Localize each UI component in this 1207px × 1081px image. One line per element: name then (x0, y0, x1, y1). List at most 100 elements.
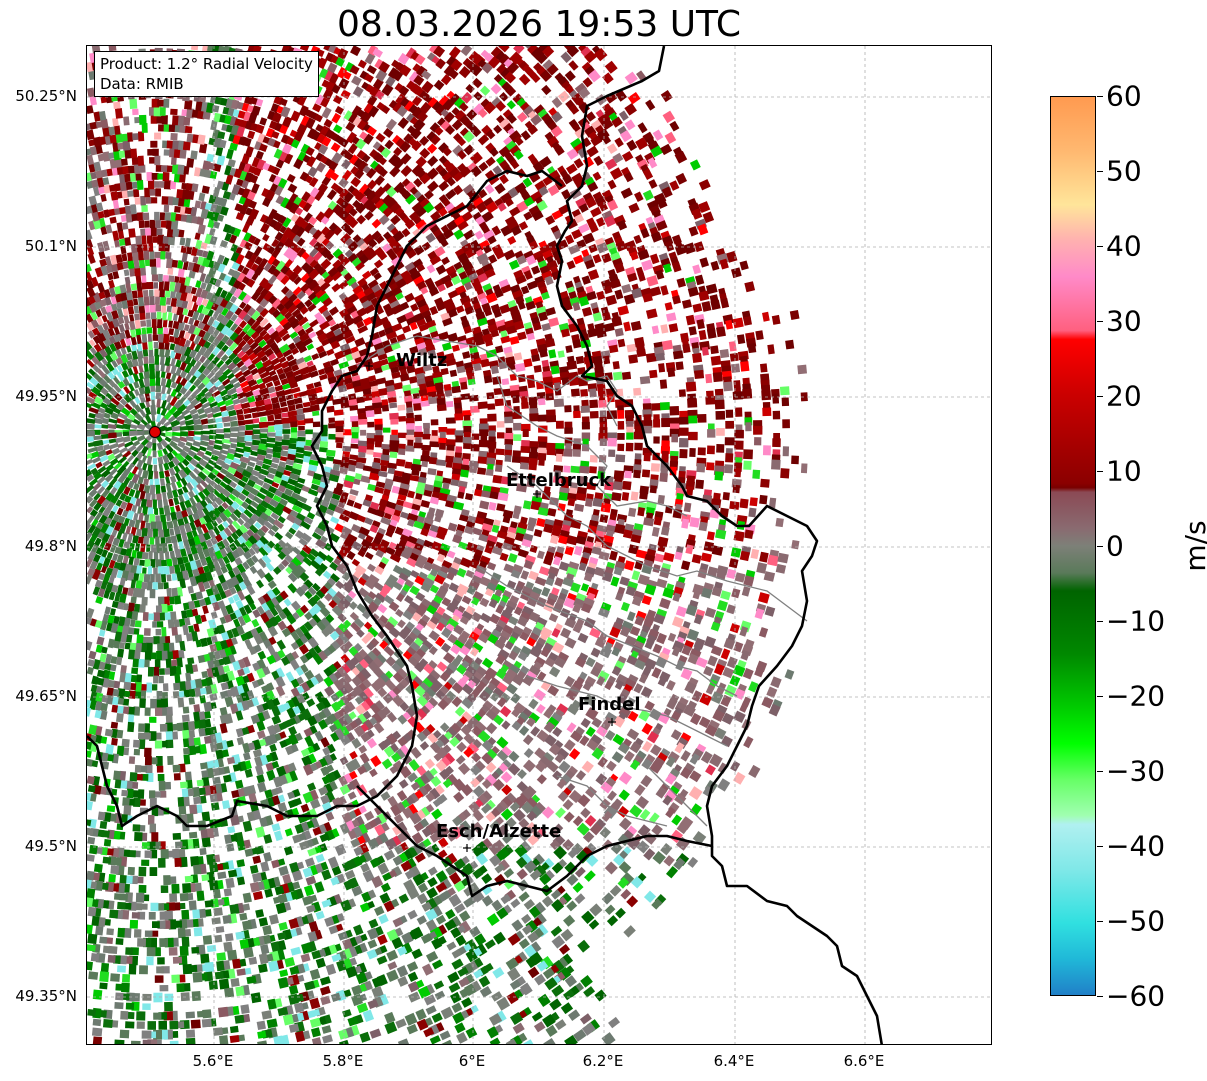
radar-cell (169, 506, 176, 514)
radar-cell (128, 519, 136, 528)
radar-cell (106, 453, 116, 462)
radar-cell (124, 329, 131, 339)
radar-cell (93, 492, 101, 501)
radar-cell (100, 306, 108, 316)
radar-cell (264, 347, 274, 358)
radar-cell (177, 461, 186, 471)
radar-cell (157, 773, 165, 781)
radar-cell (164, 341, 170, 350)
radar-cell (207, 528, 216, 539)
radar-cell (232, 476, 241, 484)
radar-cell (446, 428, 456, 435)
radar-cell (237, 535, 247, 546)
radar-cell (182, 738, 190, 748)
radar-cell (217, 523, 225, 532)
radar-cell (306, 383, 315, 391)
radar-cell (103, 590, 111, 599)
radar-cell (413, 403, 422, 411)
radar-cell (201, 770, 209, 778)
radar-cell (272, 362, 284, 371)
radar-cell (102, 240, 110, 252)
radar-cell (101, 439, 110, 445)
radar-cell (302, 401, 311, 408)
radar-cell (87, 463, 97, 471)
radar-cell (306, 360, 314, 368)
radar-cell (239, 397, 249, 404)
radar-cell (272, 268, 281, 278)
radar-cell (150, 574, 155, 583)
radar-cell (159, 478, 166, 486)
radar-cell (128, 267, 136, 277)
radar-cell (140, 228, 146, 236)
radar-cell (453, 228, 465, 240)
radar-cell (206, 250, 215, 261)
radar-cell (87, 418, 96, 424)
radar-cell (293, 486, 302, 495)
radar-cell (469, 394, 479, 402)
radar-cell (274, 384, 284, 392)
radar-cell (163, 420, 172, 428)
radar-cell (262, 332, 272, 342)
radar-cell (290, 421, 298, 428)
radar-cell (249, 565, 258, 575)
radar-cell (131, 449, 139, 458)
radar-cell (549, 497, 560, 506)
radar-cell (237, 517, 245, 526)
radar-cell (232, 593, 241, 602)
radar-cell (182, 706, 190, 714)
radar-cell (210, 454, 219, 462)
radar-cell (221, 501, 229, 510)
radar-cell (216, 340, 226, 350)
radar-map[interactable] (86, 45, 992, 1045)
radar-cell (541, 322, 551, 332)
radar-cell (266, 491, 275, 499)
radar-cell (132, 108, 139, 116)
radar-cell (259, 277, 270, 289)
radar-cell (445, 400, 454, 408)
radar-cell (250, 450, 259, 457)
radar-cell (139, 312, 146, 320)
radar-cell (140, 543, 146, 553)
radar-cell (219, 388, 229, 397)
radar-cell (157, 449, 163, 458)
radar-cell (157, 333, 164, 343)
radar-cell (128, 382, 135, 392)
radar-cell (537, 414, 548, 422)
radar-cell (262, 359, 273, 369)
radar-cell (215, 295, 224, 306)
radar-cell (96, 282, 106, 293)
radar-cell (311, 531, 322, 541)
radar-cell (557, 350, 565, 358)
radar-cell (169, 550, 176, 559)
radar-cell (148, 363, 155, 371)
radar-cell (173, 542, 179, 552)
radar-cell (108, 286, 117, 298)
radar-cell (233, 539, 242, 549)
radar-cell (173, 342, 182, 354)
radar-cell (247, 461, 256, 468)
radar-cell (309, 399, 319, 406)
radar-cell (228, 276, 237, 287)
radar-cell (298, 425, 305, 431)
radar-cell (169, 565, 175, 574)
radar-cell (340, 461, 350, 469)
radar-cell (490, 365, 499, 375)
radar-cell (413, 442, 423, 449)
radar-cell (205, 539, 214, 548)
radar-cell (134, 197, 141, 205)
radar-cell (87, 286, 96, 298)
radar-cell (251, 434, 262, 440)
radar-cell (391, 485, 400, 494)
radar-cell (261, 375, 274, 385)
radar-cell (116, 507, 124, 516)
radar-cell (156, 115, 163, 124)
radar-cell (135, 565, 142, 575)
radar-cell (239, 380, 250, 389)
radar-cell (133, 388, 140, 397)
radar-cell (290, 427, 298, 433)
radar-cell (193, 334, 202, 345)
radar-cell (291, 504, 303, 514)
radar-cell (185, 292, 193, 303)
radar-cell (89, 498, 98, 508)
radar-cell (250, 320, 261, 331)
